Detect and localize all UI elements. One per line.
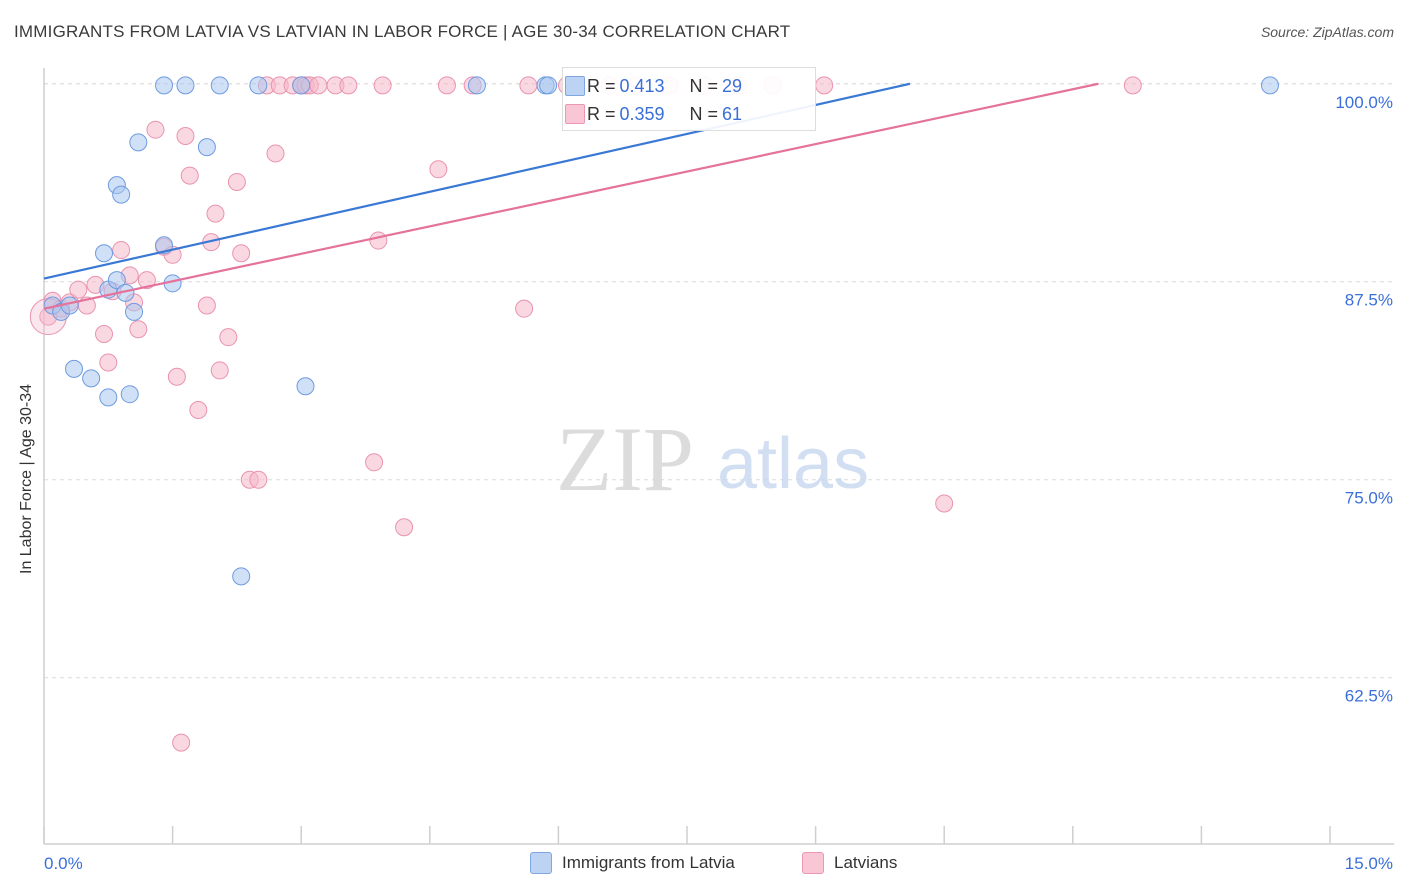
legend-row-blue: R = 0.413 N = 29 — [565, 74, 743, 98]
blue-point — [467, 76, 486, 95]
pink-point — [309, 76, 328, 95]
blue-point — [95, 244, 114, 263]
blue-point — [249, 76, 268, 95]
legend-r-label: R = — [587, 75, 616, 96]
legend-item-immigrants-from-latvia[interactable]: Immigrants from Latvia — [530, 852, 735, 874]
legend-swatch-blue — [565, 76, 585, 96]
pink-point — [339, 76, 358, 95]
y-tick-label: 75.0% — [1345, 489, 1393, 508]
legend-r-label: R = — [587, 103, 616, 124]
blue-point — [210, 76, 229, 95]
pink-point — [210, 361, 229, 380]
blue-point — [129, 133, 148, 152]
pink-point — [232, 244, 251, 263]
pink-point — [437, 76, 456, 95]
pink-point — [515, 299, 534, 318]
legend-label: Immigrants from Latvia — [562, 853, 735, 872]
blue-point — [120, 385, 139, 404]
pink-point — [189, 401, 208, 420]
blue-point — [107, 271, 126, 290]
pink-point — [935, 494, 954, 513]
blue-point — [99, 388, 118, 407]
y-tick-label: 100.0% — [1335, 93, 1393, 112]
pink-point — [219, 328, 238, 347]
blue-point — [232, 567, 251, 586]
blue-point — [1260, 76, 1279, 95]
pink-point — [266, 144, 285, 163]
y-tick-label: 87.5% — [1345, 291, 1393, 310]
gridlines — [44, 83, 1394, 679]
blue-point — [82, 369, 101, 388]
legend-swatch-blue — [530, 852, 552, 874]
blue-point — [155, 76, 174, 95]
legend-label: Latvians — [834, 853, 898, 872]
pink-point — [369, 231, 388, 250]
blue-point — [292, 76, 311, 95]
pink-point — [373, 76, 392, 95]
legend-row-pink: R = 0.359 N = 61 — [565, 102, 743, 126]
pink-point — [180, 166, 199, 185]
blue-point — [176, 76, 195, 95]
x-tick-labels: 0.0% 15.0% — [44, 854, 1393, 873]
pink-point — [197, 296, 216, 315]
pink-point — [176, 127, 195, 146]
pink-point — [129, 320, 148, 339]
pink-point — [99, 353, 118, 372]
trend-line-pink — [43, 82, 1099, 310]
correlation-legend: R = 0.413 N = 29 R = 0.359 N = 61 — [562, 67, 816, 131]
legend-r-value: 0.413 — [619, 75, 665, 96]
blue-point — [112, 185, 131, 204]
series-immigrants-from-latvia — [43, 76, 1279, 586]
chart-source: Source: ZipAtlas.com — [1260, 24, 1394, 40]
watermark: ZIP atlas — [556, 408, 869, 510]
y-tick-label: 62.5% — [1345, 687, 1393, 706]
legend-swatch-pink — [565, 104, 585, 124]
pink-point — [112, 241, 131, 260]
pink-point — [206, 204, 225, 223]
pink-point — [429, 160, 448, 179]
blue-point — [539, 76, 558, 95]
legend-n-value: 29 — [722, 75, 743, 96]
blue-point — [125, 302, 144, 321]
legend-r-value: 0.359 — [619, 103, 665, 124]
pink-point — [227, 172, 246, 191]
blue-point — [296, 377, 315, 396]
legend-swatch-pink — [802, 852, 824, 874]
pink-point — [137, 271, 156, 290]
blue-point — [197, 138, 216, 157]
pink-point — [249, 470, 268, 489]
pink-point — [365, 453, 384, 472]
pink-point — [95, 325, 114, 344]
watermark-zip: ZIP — [556, 408, 694, 510]
x-tick-label: 15.0% — [1345, 854, 1393, 873]
chart-title: IMMIGRANTS FROM LATVIA VS LATVIAN IN LAB… — [14, 22, 791, 41]
x-tick-label: 0.0% — [44, 854, 83, 873]
legend-item-latvians[interactable]: Latvians — [802, 852, 897, 874]
pink-point — [1123, 76, 1142, 95]
pink-point — [69, 280, 88, 299]
pink-point — [815, 76, 834, 95]
blue-point — [65, 359, 84, 378]
legend-n-value: 61 — [722, 103, 743, 124]
pink-point — [395, 518, 414, 537]
pink-point — [519, 76, 538, 95]
pink-point — [172, 733, 191, 752]
axes — [43, 68, 1394, 845]
pink-point — [146, 120, 165, 139]
pink-point — [167, 367, 186, 386]
watermark-atlas: atlas — [717, 424, 869, 504]
legend-n-label: N = — [689, 75, 719, 96]
y-tick-labels: 100.0% 87.5% 75.0% 62.5% — [1335, 93, 1393, 706]
legend-n-label: N = — [689, 103, 719, 124]
